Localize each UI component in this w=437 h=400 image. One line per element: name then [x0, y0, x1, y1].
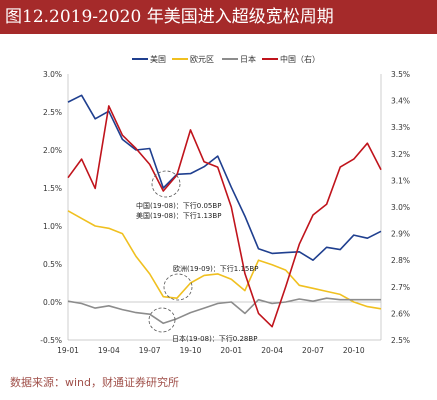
x-tick-label: 20-01: [220, 346, 242, 355]
left-tick-label: 1.5%: [43, 184, 62, 193]
annotations: 中国(19-08)：下行0.05BP 美国(19-08)：下行1.13BP 欧洲…: [136, 170, 258, 343]
annotation-europe: 欧洲(19-09)：下行1.15BP: [173, 264, 258, 273]
annotation-japan: 日本(19-08)：下行0.28BP: [172, 334, 257, 343]
annotation-us: 美国(19-08)：下行1.13BP: [136, 211, 221, 220]
left-tick-label: 0.0%: [43, 298, 62, 307]
right-tick-label: 2.7%: [391, 283, 410, 292]
right-tick-label: 3.4%: [391, 97, 410, 106]
x-tick-label: 20-04: [261, 346, 283, 355]
left-tick-label: -0.5%: [40, 336, 62, 345]
legend-label-eurozone: 欧元区: [190, 54, 214, 64]
legend: 美国 欧元区 日本 中国（右）: [132, 54, 320, 64]
annotation-circle-japan: [148, 307, 176, 333]
series-line-japan: [67, 297, 381, 325]
left-tick-label: 1.0%: [43, 222, 62, 231]
left-tick-label: 2.5%: [43, 108, 62, 117]
x-tick-label: 20-10: [343, 346, 365, 355]
right-tick-label: 2.9%: [391, 230, 410, 239]
right-tick-label: 3.2%: [391, 150, 410, 159]
x-tick-label: 20-07: [302, 346, 324, 355]
line-chart: 美国 欧元区 日本 中国（右） -0.5% 0.0% 0.5% 1.0% 1.5% 2.0…: [40, 54, 410, 355]
figure-title: 图12.2019-2020 年美国进入超级宽松周期: [5, 7, 334, 27]
annotation-circle-china-us: [151, 170, 181, 198]
left-tick-label: 0.5%: [43, 260, 62, 269]
series-line-china: [67, 105, 382, 328]
right-tick-label: 2.6%: [391, 309, 410, 318]
annotation-china: 中国(19-08)：下行0.05BP: [136, 201, 221, 210]
series-layer: [67, 94, 382, 328]
right-tick-label: 2.5%: [391, 336, 410, 345]
title-bar: 图12.2019-2020 年美国进入超级宽松周期: [0, 0, 437, 34]
right-tick-label: 2.8%: [391, 256, 410, 265]
legend-label-china: 中国（右）: [280, 54, 320, 64]
legend-label-us: 美国: [150, 54, 166, 64]
x-tick-label: 19-07: [139, 346, 161, 355]
annotation-circle-europe: [163, 273, 193, 301]
left-tick-label: 2.0%: [43, 146, 62, 155]
series-line-us: [67, 94, 382, 261]
x-tick-label: 19-01: [57, 346, 79, 355]
right-tick-label: 3.5%: [391, 70, 410, 79]
series-line-eurozone: [67, 210, 382, 310]
x-tick-label: 19-04: [98, 346, 120, 355]
source-note: 数据来源：wind，财通证券研究所: [10, 376, 180, 389]
x-tick-label: 19-10: [180, 346, 202, 355]
axes: -0.5% 0.0% 0.5% 1.0% 1.5% 2.0% 2.5% 3.0% 2.5% 2.6…: [40, 70, 410, 355]
right-tick-label: 3.1%: [391, 176, 410, 185]
legend-label-japan: 日本: [240, 54, 256, 64]
right-tick-label: 3.3%: [391, 123, 410, 132]
left-tick-label: 3.0%: [43, 70, 62, 79]
right-tick-label: 3.0%: [391, 203, 410, 212]
